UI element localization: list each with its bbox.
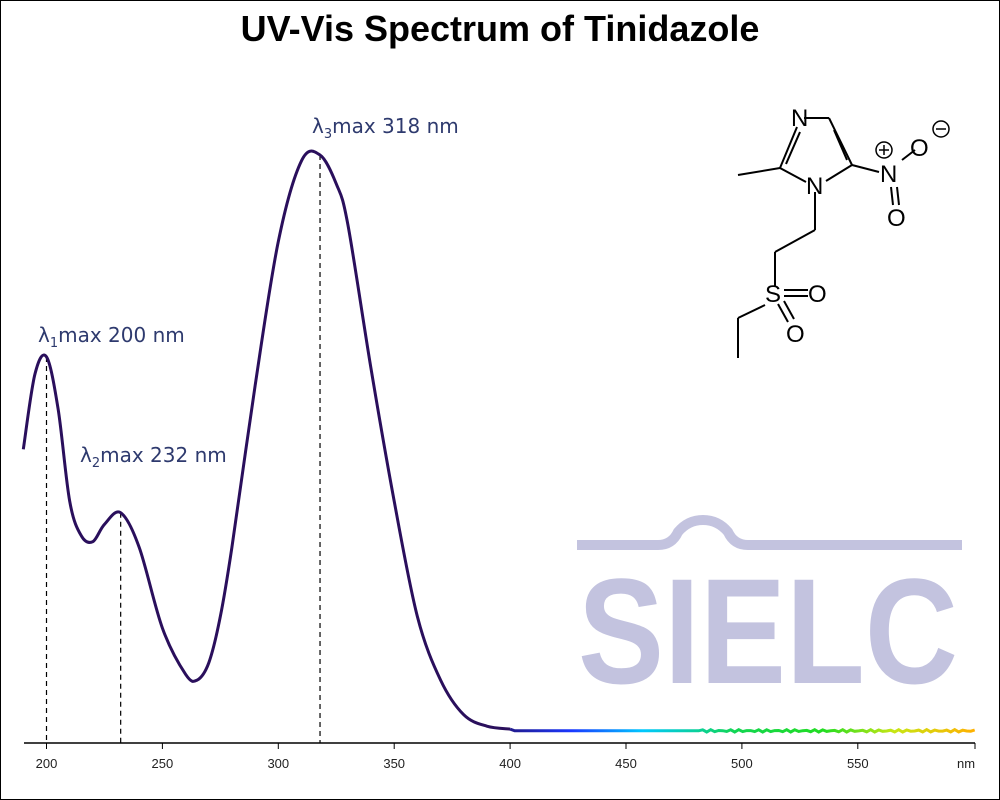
- x-axis-unit: nm: [957, 756, 975, 771]
- atom-o-nitro-bottom: O: [887, 205, 906, 232]
- x-tick-label: 400: [499, 756, 521, 771]
- peak-label: λ3max 318 nm: [312, 114, 459, 142]
- atom-n-ring-bottom: N: [806, 173, 823, 200]
- spectrum-line: [21, 149, 511, 731]
- watermark-arc: [577, 514, 962, 550]
- atom-o-sulfone-bottom: O: [786, 321, 805, 348]
- x-axis-ticks: 200 250 300 350 400 450 500 550: [36, 743, 976, 771]
- tinidazole-structure-icon: [737, 117, 950, 358]
- watermark-text: SIELC: [578, 547, 958, 715]
- atom-o-sulfone-right: O: [808, 281, 827, 308]
- atom-n-nitro: N: [880, 161, 897, 188]
- peak-labels: λ1max 200 nm λ2max 232 nm λ3max 318 nm: [38, 114, 459, 471]
- x-tick-label: 300: [267, 756, 289, 771]
- x-tick-label: 450: [615, 756, 637, 771]
- spectrum-series: [21, 149, 976, 734]
- peak-label: λ1max 200 nm: [38, 323, 185, 351]
- peak-label: λ2max 232 nm: [80, 443, 227, 471]
- atom-n-ring-top: N: [791, 105, 808, 132]
- atom-s: S: [765, 281, 781, 308]
- x-tick-label: 550: [847, 756, 869, 771]
- x-tick-label: 200: [36, 756, 58, 771]
- x-tick-label: 350: [383, 756, 405, 771]
- chart-title: UV-Vis Spectrum of Tinidazole: [240, 8, 760, 49]
- sielc-watermark: SIELC: [577, 514, 962, 715]
- peak-markers: [45, 155, 321, 743]
- atom-o-nitro-top: O: [910, 135, 929, 162]
- x-tick-label: 500: [731, 756, 753, 771]
- x-tick-label: 250: [152, 756, 174, 771]
- spectrum-line-tail: [509, 727, 976, 734]
